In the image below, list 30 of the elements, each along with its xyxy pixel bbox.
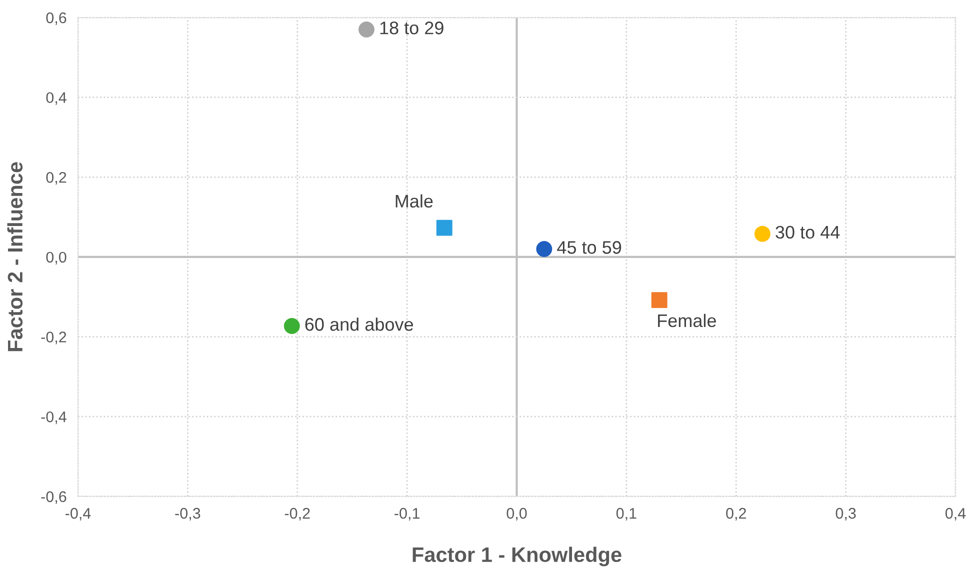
point xyxy=(436,220,452,236)
point xyxy=(536,241,552,257)
x-tick-label: 0,4 xyxy=(945,508,966,521)
x-tick-label: 0,1 xyxy=(616,508,636,521)
series-label: 60 and above xyxy=(305,318,414,331)
x-tick-label: 0,2 xyxy=(726,508,746,521)
y-tick-label: 0,2 xyxy=(46,172,66,185)
point xyxy=(754,226,770,242)
series-label: Female xyxy=(658,314,716,328)
y-tick-label: -0,6 xyxy=(41,491,66,504)
y-tick-label: 0,4 xyxy=(46,92,66,105)
series-label: 30 to 44 xyxy=(776,226,840,239)
series-label: 18 to 29 xyxy=(380,22,444,34)
x-tick-label: -0,1 xyxy=(394,508,420,521)
series-label: Male xyxy=(396,194,433,208)
y-tick-label: 0,6 xyxy=(46,12,66,26)
x-tick-label: 0,0 xyxy=(506,508,527,521)
y-axis-title: Factor 2 - Influence xyxy=(7,162,23,352)
y-tick-label: 0,0 xyxy=(46,252,66,264)
point xyxy=(358,22,374,38)
x-axis-title: Factor 1 - Knowledge xyxy=(412,546,622,566)
point xyxy=(284,318,300,334)
y-tick-label: -0,4 xyxy=(41,411,66,424)
point xyxy=(651,292,668,308)
series-label: 45 to 59 xyxy=(557,241,622,254)
x-tick-label: -0,4 xyxy=(66,508,91,521)
x-tick-label: -0,2 xyxy=(284,508,310,521)
x-tick-label: -0,3 xyxy=(175,508,200,521)
x-tick-label: 0,3 xyxy=(836,508,856,521)
y-tick-label: -0,2 xyxy=(41,332,66,344)
